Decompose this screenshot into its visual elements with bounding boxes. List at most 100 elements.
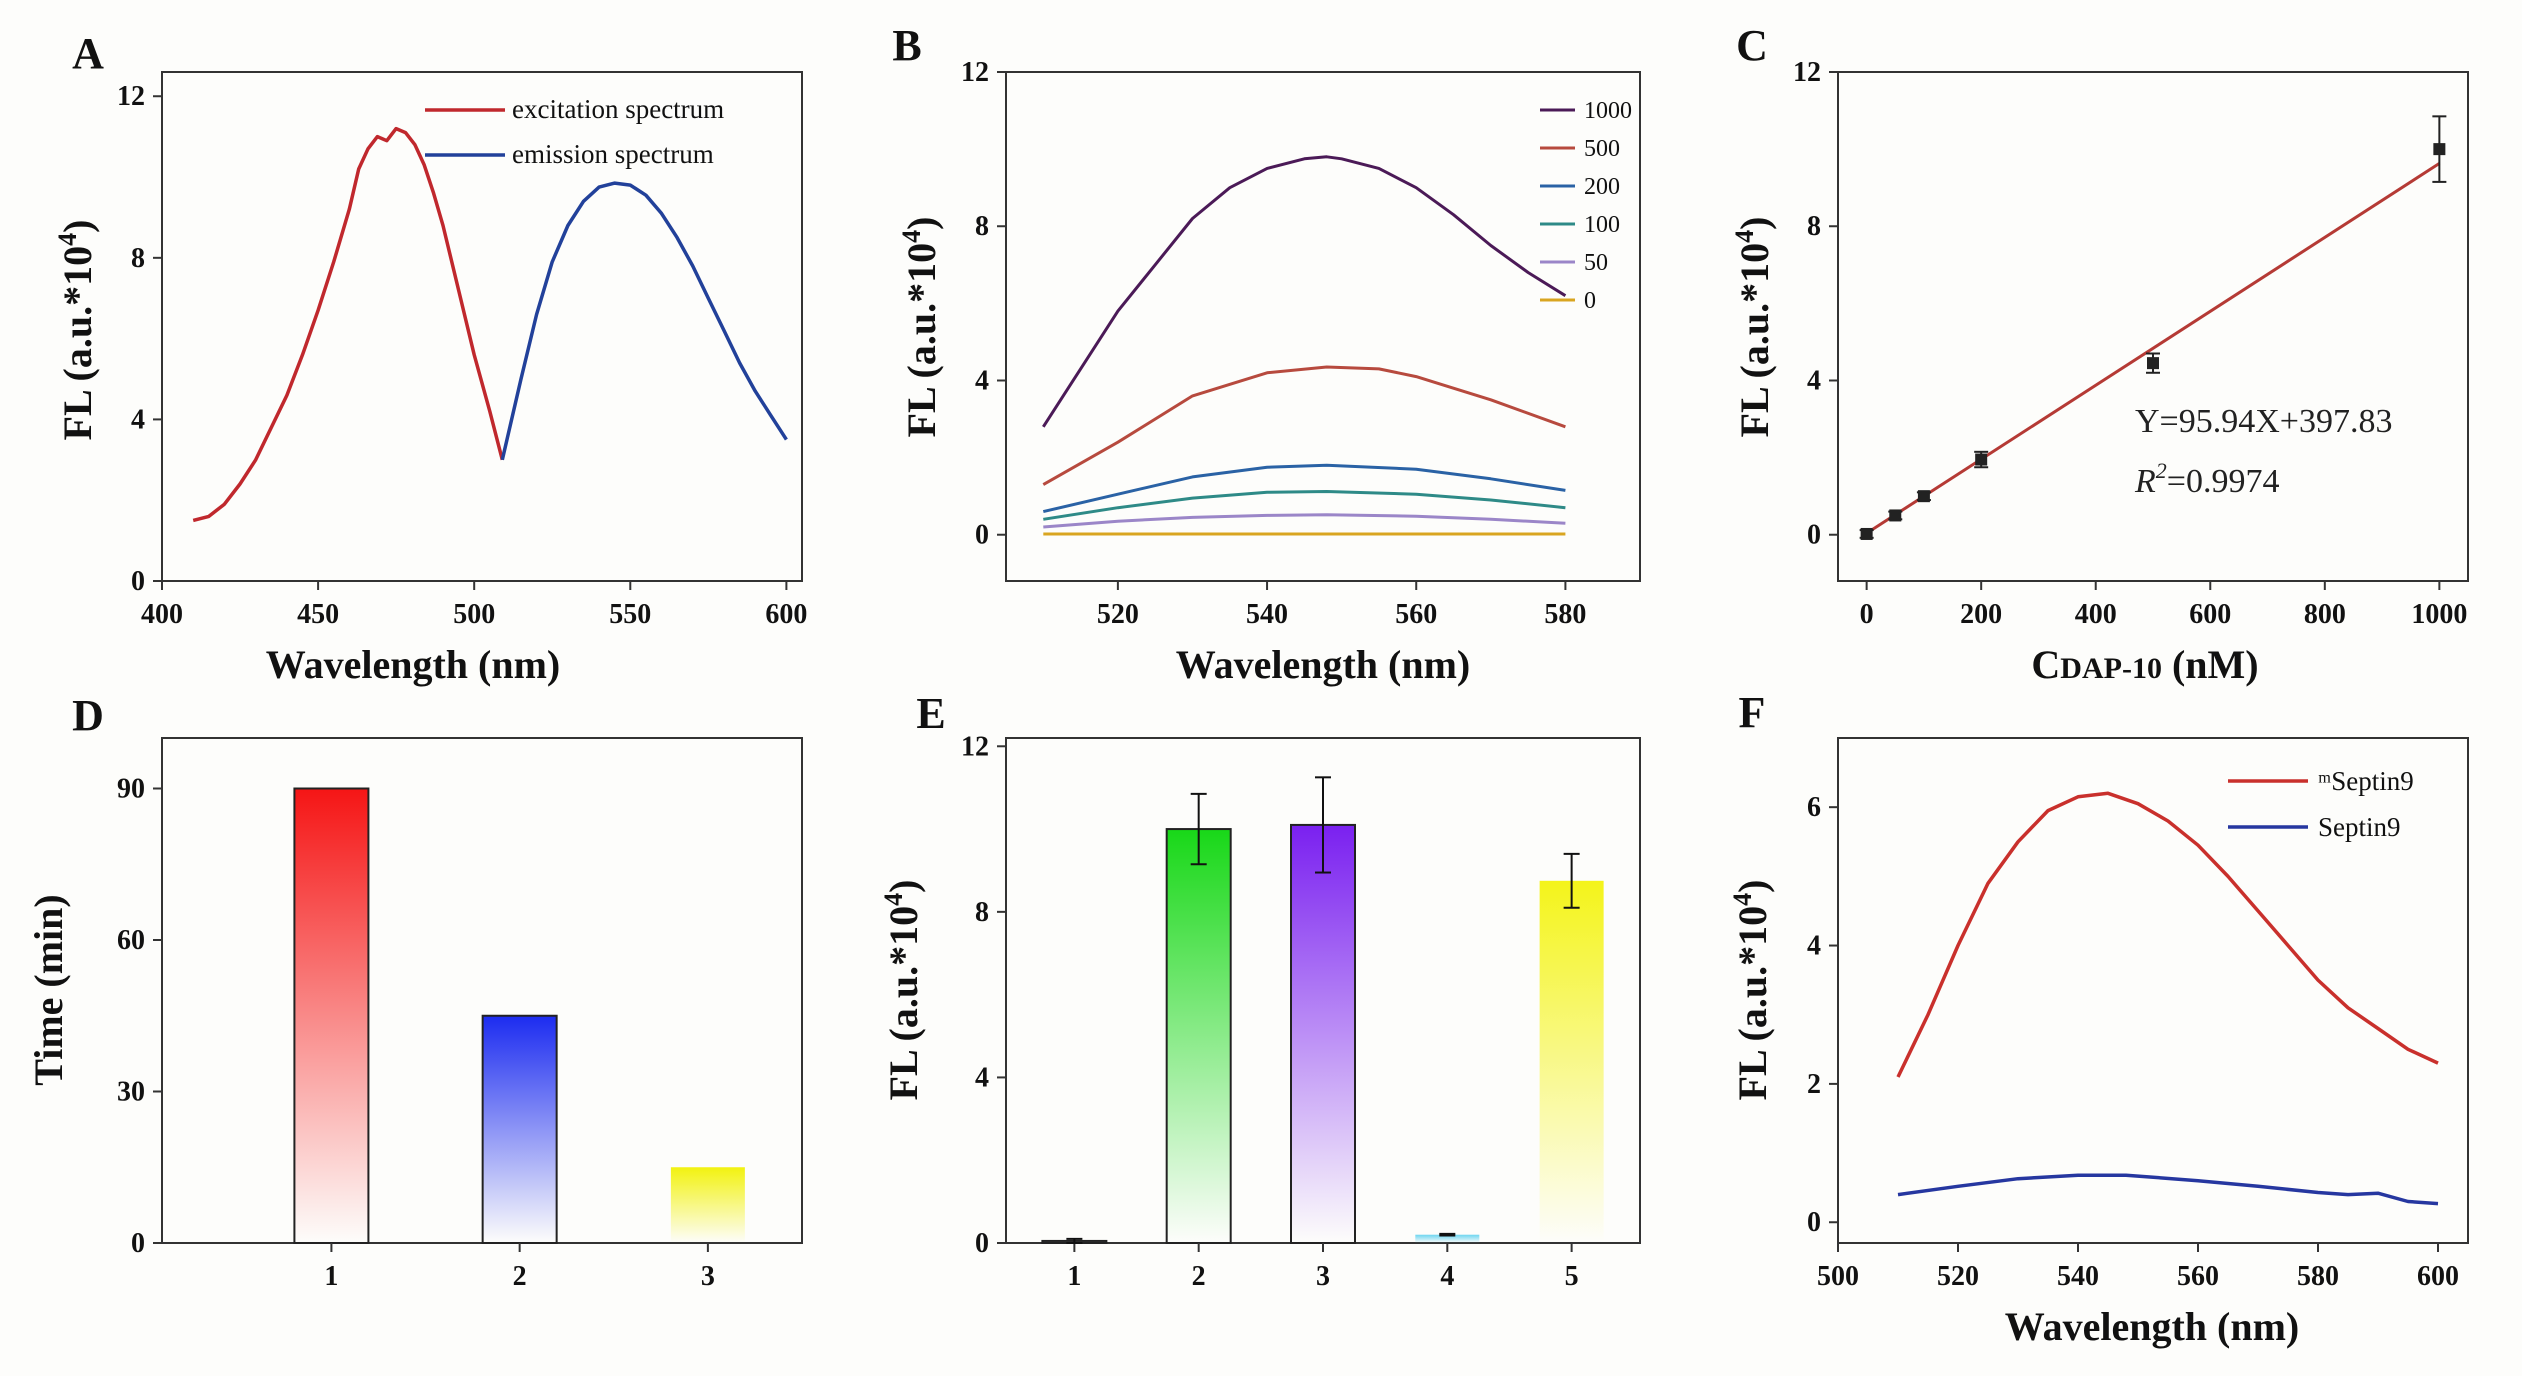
y-tick-label: 12 bbox=[117, 81, 145, 112]
x-tick-label: 600 bbox=[765, 599, 807, 630]
y-tick-label: 4 bbox=[1807, 931, 1821, 962]
plot-frame bbox=[1837, 737, 2469, 1244]
fit-equation: Y=95.94X+397.83 bbox=[2135, 403, 2392, 440]
y-axis-title-main: Time (min) bbox=[26, 894, 71, 1085]
x-tick-label: 1000 bbox=[2411, 599, 2467, 630]
y-axis-title-exponent: 4 bbox=[1728, 893, 1757, 906]
x-tick-label: 540 bbox=[1246, 599, 1288, 630]
y-axis-title: FL (a.u.*104) bbox=[1730, 217, 1777, 438]
panel-letter-c: C bbox=[1736, 21, 1768, 70]
y-axis-title-close: ) bbox=[881, 880, 926, 893]
y-tick-label: 60 bbox=[117, 925, 145, 956]
data-point bbox=[2433, 143, 2446, 156]
legend-label: 200 bbox=[1584, 174, 1620, 200]
y-axis-title-close: ) bbox=[1732, 217, 1777, 230]
bar-3 bbox=[670, 1167, 745, 1243]
y-axis-title-main: FL (a.u.*10 bbox=[55, 246, 100, 440]
y-tick-label: 0 bbox=[1807, 1207, 1821, 1238]
bar-4 bbox=[1415, 1234, 1480, 1243]
panel-letter-b: B bbox=[892, 21, 921, 70]
y-tick-label: 30 bbox=[117, 1077, 145, 1108]
r-squared: R2=0.9974 bbox=[2134, 458, 2279, 500]
y-axis-title-exponent: 4 bbox=[897, 230, 926, 243]
x-tick-label: 1 bbox=[1067, 1261, 1081, 1292]
x-tick-label: 1 bbox=[324, 1261, 338, 1292]
y-axis-title-close: ) bbox=[899, 217, 944, 230]
y-tick-label: 4 bbox=[975, 365, 989, 396]
y-tick-label: 4 bbox=[131, 404, 145, 435]
data-point bbox=[1860, 527, 1873, 540]
panel-letter-f: F bbox=[1739, 688, 1766, 737]
x-tick-label: 2 bbox=[1192, 1261, 1206, 1292]
y-axis-title-main: FL (a.u.*10 bbox=[1732, 243, 1777, 437]
x-tick-label: 3 bbox=[1316, 1261, 1330, 1292]
y-axis-title-close: ) bbox=[55, 220, 100, 233]
series-line-septin9 bbox=[1897, 1173, 2439, 1206]
x-axis-title-main: C bbox=[2031, 642, 2060, 687]
x-tick-label: 600 bbox=[2417, 1261, 2459, 1292]
data-point bbox=[1889, 509, 1902, 522]
y-tick-label: 12 bbox=[1793, 57, 1821, 88]
legend-label: 0 bbox=[1584, 288, 1596, 314]
y-tick-label: 4 bbox=[975, 1062, 989, 1093]
plot-frame bbox=[1837, 71, 2469, 582]
legend-label: excitation spectrum bbox=[512, 94, 724, 124]
y-tick-label: 8 bbox=[975, 211, 989, 242]
x-axis-title: Wavelength (nm) bbox=[266, 642, 560, 687]
x-axis-title: Wavelength (nm) bbox=[1176, 642, 1470, 687]
legend-label: 100 bbox=[1584, 212, 1620, 238]
y-tick-label: 6 bbox=[1807, 792, 1821, 823]
bar-2 bbox=[481, 1014, 558, 1244]
series-line-methylated-septin9 bbox=[1896, 791, 2439, 1078]
x-tick-label: 400 bbox=[141, 599, 183, 630]
y-axis-title: FL (a.u.*104) bbox=[1728, 880, 1775, 1101]
y-axis-title: FL (a.u.*104) bbox=[53, 220, 100, 441]
x-axis-title-unit: (nM) bbox=[2162, 642, 2259, 687]
y-axis-title: FL (a.u.*104) bbox=[879, 880, 926, 1101]
y-tick-label: 12 bbox=[961, 731, 989, 762]
x-tick-label: 580 bbox=[1544, 599, 1586, 630]
x-tick-label: 580 bbox=[2297, 1261, 2339, 1292]
fit-line bbox=[1865, 162, 2441, 535]
panel-letter-e: E bbox=[916, 689, 945, 738]
x-tick-label: 520 bbox=[1937, 1261, 1979, 1292]
y-tick-label: 8 bbox=[1807, 211, 1821, 242]
y-axis-title-main: FL (a.u.*10 bbox=[1730, 906, 1775, 1100]
r-squared-exponent: 2 bbox=[2156, 458, 2167, 483]
x-tick-label: 560 bbox=[2177, 1261, 2219, 1292]
panel-letter-a: A bbox=[72, 29, 104, 78]
y-tick-label: 0 bbox=[131, 1228, 145, 1259]
y-axis-title: Time (min) bbox=[26, 894, 71, 1085]
x-axis-title: Wavelength (nm) bbox=[2005, 1304, 2299, 1349]
series-line-200 bbox=[1042, 463, 1566, 514]
plot-frame bbox=[161, 71, 803, 582]
y-axis-title-exponent: 4 bbox=[53, 233, 82, 246]
x-tick-label: 0 bbox=[1860, 599, 1874, 630]
panel-c: C Y=95.94X+397.83 R2=0.9974 0 4 8 12 0 200 400 600… bbox=[1730, 21, 2469, 687]
bar-2 bbox=[1165, 828, 1232, 1244]
bar-5 bbox=[1539, 880, 1604, 1243]
x-tick-label: 540 bbox=[2057, 1261, 2099, 1292]
y-tick-label: 0 bbox=[131, 566, 145, 597]
r-squared-value: =0.9974 bbox=[2167, 463, 2280, 500]
x-tick-label: 500 bbox=[1817, 1261, 1859, 1292]
series-line-50 bbox=[1043, 513, 1566, 529]
series-line-emission bbox=[500, 181, 788, 461]
x-axis-title: CDAP-10 (nM) bbox=[2031, 642, 2258, 687]
y-tick-label: 0 bbox=[1807, 520, 1821, 551]
x-tick-label: 600 bbox=[2189, 599, 2231, 630]
series-line-500 bbox=[1042, 365, 1566, 486]
x-tick-label: 520 bbox=[1097, 599, 1139, 630]
legend-label: Septin9 bbox=[2318, 812, 2401, 842]
series-line-100 bbox=[1043, 490, 1566, 521]
series-line-1000 bbox=[1042, 155, 1567, 428]
y-tick-label: 4 bbox=[1807, 365, 1821, 396]
x-tick-label: 450 bbox=[297, 599, 339, 630]
x-tick-label: 4 bbox=[1440, 1261, 1454, 1292]
y-tick-label: 8 bbox=[975, 897, 989, 928]
y-tick-label: 0 bbox=[975, 520, 989, 551]
y-axis-title-exponent: 4 bbox=[1730, 230, 1759, 243]
